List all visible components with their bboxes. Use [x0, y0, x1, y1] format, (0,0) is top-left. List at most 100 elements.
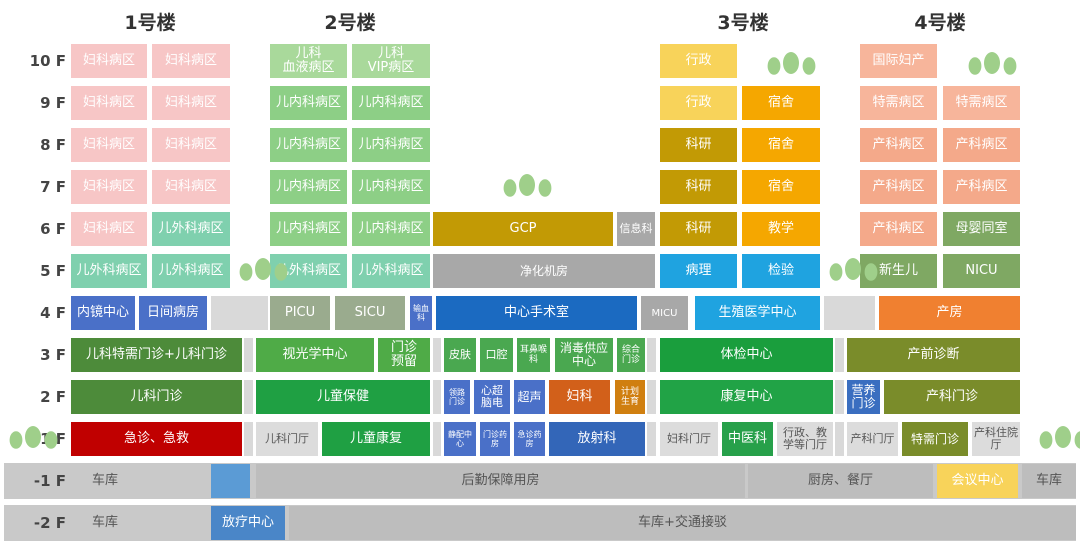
room: 妇科病区: [152, 170, 230, 204]
room: 病理: [660, 254, 737, 288]
room: 车库: [91, 515, 118, 530]
room: 行政: [660, 44, 737, 78]
room: 皮肤: [444, 338, 476, 372]
floor-label: 6 F: [40, 220, 66, 238]
room: 心超脑电: [474, 380, 510, 414]
spacer: [835, 380, 844, 414]
spacer: [647, 380, 656, 414]
room: 儿科门厅: [256, 422, 318, 456]
room: 产科病区: [860, 212, 937, 246]
floor-label: -2 F: [33, 514, 66, 532]
room: 产房: [879, 296, 1020, 330]
room: 产科门厅: [847, 422, 898, 456]
room: 产科病区: [860, 128, 937, 162]
room: 净化机房: [433, 254, 655, 288]
room: MICU: [641, 296, 688, 330]
room: 生殖医学中心: [695, 296, 820, 330]
room: 车库: [91, 473, 118, 488]
room: 妇科病区: [71, 86, 147, 120]
room: 妇科病区: [152, 86, 230, 120]
room: 儿童保健: [256, 380, 430, 414]
tree-crown: [239, 263, 253, 281]
room: 儿内科病区: [352, 86, 430, 120]
room: 车库: [1022, 464, 1076, 498]
room: 放疗中心: [211, 506, 285, 540]
room: 教学: [742, 212, 820, 246]
room: 儿童康复: [322, 422, 430, 456]
room: 产科病区: [943, 170, 1020, 204]
room: 门诊 预留: [378, 338, 430, 372]
room: 超声: [514, 380, 545, 414]
building-label: 1号楼: [124, 12, 176, 34]
tree-icon: [9, 426, 58, 449]
floor-label: -1 F: [33, 472, 66, 490]
room: 妇科病区: [152, 44, 230, 78]
floor-label: 9 F: [40, 94, 66, 112]
floor-label: 8 F: [40, 136, 66, 154]
room: 科研: [660, 212, 737, 246]
tree-crown: [802, 57, 816, 75]
spacer: [824, 296, 875, 330]
room: 国际妇产: [860, 44, 937, 78]
room: 宿舍: [742, 128, 820, 162]
spacer: [433, 338, 441, 372]
room: 静配中心: [444, 422, 476, 456]
room: 特需病区: [943, 86, 1020, 120]
tree-crown: [1003, 57, 1017, 75]
room: NICU: [943, 254, 1020, 288]
tree-crown: [503, 179, 517, 197]
tree-crown: [538, 179, 552, 197]
room: 儿外科病区: [352, 254, 430, 288]
room: 消毒供应中心: [555, 338, 613, 372]
room: 妇科门厅: [660, 422, 718, 456]
spacer: [835, 422, 844, 456]
tree-icon: [968, 52, 1017, 75]
room: 会议中心: [937, 464, 1018, 498]
floor-label: 10 F: [29, 52, 66, 70]
room: 车库+交通接驳: [289, 506, 1076, 540]
room: 儿内科病区: [270, 212, 347, 246]
spacer: [647, 422, 656, 456]
floor-label: 7 F: [40, 178, 66, 196]
room: 儿内科病区: [270, 128, 347, 162]
room: 放射科: [549, 422, 645, 456]
tree-icon: [1039, 426, 1080, 449]
room: SICU: [335, 296, 405, 330]
tree-icon: [767, 52, 816, 75]
room: 儿内科病区: [352, 128, 430, 162]
room: 产科病区: [943, 128, 1020, 162]
room: 产科门诊: [884, 380, 1020, 414]
room: 康复中心: [660, 380, 833, 414]
room: 产科病区: [860, 170, 937, 204]
room: 妇科病区: [71, 44, 147, 78]
tree-crown: [1074, 431, 1080, 449]
room: 妇科病区: [152, 128, 230, 162]
room: 儿科特需门诊+儿科门诊: [71, 338, 242, 372]
tree-crown: [44, 431, 58, 449]
room: 后勤保障用房: [256, 464, 745, 498]
spacer: [244, 338, 253, 372]
room: 儿内科病区: [352, 170, 430, 204]
tree-crown: [1055, 426, 1071, 448]
tree-crown: [864, 263, 878, 281]
room: 急诊、急救: [71, 422, 242, 456]
room: 厨房、餐厅: [748, 464, 933, 498]
room: 儿科 VIP病区: [352, 44, 430, 78]
room: 中心手术室: [436, 296, 637, 330]
tree-crown: [968, 57, 982, 75]
room: 儿科门诊: [71, 380, 242, 414]
room: 耳鼻喉科: [517, 338, 550, 372]
room: 儿外科病区: [152, 254, 230, 288]
room: 儿内科病区: [270, 86, 347, 120]
room: 儿内科病区: [270, 170, 347, 204]
tree-icon: [503, 174, 552, 197]
room: 信息科: [617, 212, 655, 246]
room: 特需门诊: [902, 422, 968, 456]
floor-label: 5 F: [40, 262, 66, 280]
room: 领路门诊: [444, 380, 470, 414]
room: 口腔: [480, 338, 513, 372]
tree-icon: [829, 258, 878, 281]
spacer: [244, 422, 253, 456]
room: 体检中心: [660, 338, 833, 372]
